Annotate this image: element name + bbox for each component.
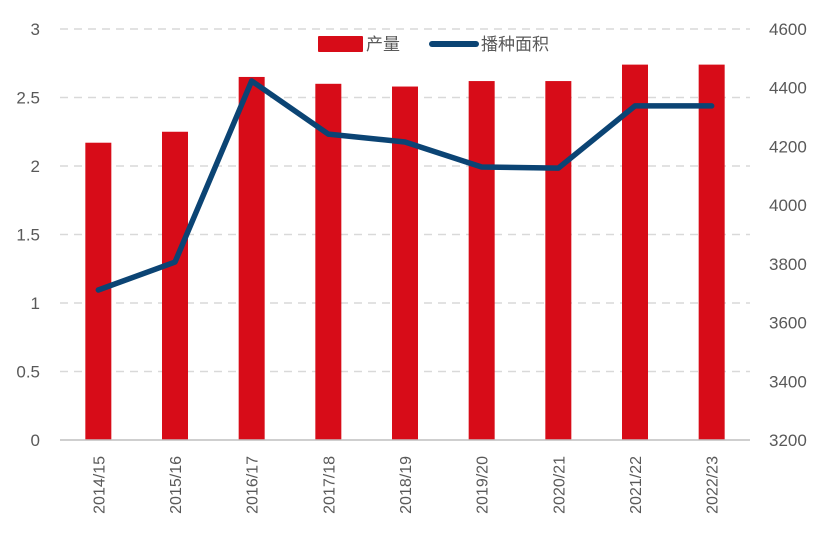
right-tick-label: 4600	[769, 20, 807, 39]
x-tick-label: 2017/18	[321, 456, 338, 514]
legend-label-planted-area: 播种面积	[481, 35, 549, 55]
bar	[238, 76, 265, 440]
bar	[468, 81, 495, 440]
left-tick-label: 0	[31, 431, 40, 450]
right-tick-label: 3400	[769, 372, 807, 391]
legend-label-production: 产量	[366, 35, 400, 55]
left-tick-label: 0.5	[16, 363, 40, 382]
line-series-planted-area	[95, 78, 715, 293]
bar	[622, 64, 648, 441]
legend-bar-swatch	[318, 36, 363, 52]
right-tick-label: 4000	[769, 196, 807, 215]
bar	[315, 83, 342, 441]
right-tick-label: 4200	[769, 137, 807, 156]
x-axis: 2014/15 2015/16 2016/17 2017/18 2018/19 2019/…	[91, 456, 721, 514]
right-y-axis: 3200 3400 3600 3800 4000 4200 4400 4600	[769, 20, 807, 450]
bar	[162, 131, 188, 440]
right-tick-label: 4400	[769, 79, 807, 98]
left-tick-label: 2	[31, 157, 40, 176]
x-tick-label: 2016/17	[245, 456, 262, 514]
left-tick-label: 3	[31, 20, 40, 39]
x-tick-label: 2015/16	[168, 456, 185, 514]
line-path	[95, 78, 715, 293]
x-tick-label: 2014/15	[91, 456, 108, 514]
left-tick-label: 2.5	[16, 89, 40, 108]
left-tick-label: 1.5	[16, 226, 40, 245]
x-tick-label: 2020/21	[551, 456, 568, 514]
right-tick-label: 3600	[769, 314, 807, 333]
x-tick-label: 2021/22	[628, 456, 645, 514]
left-tick-label: 1	[31, 294, 40, 313]
bar	[698, 64, 725, 441]
x-tick-label: 2019/20	[475, 456, 492, 514]
left-y-axis: 0 0.5 1 1.5 2 2.5 3	[16, 20, 40, 450]
right-tick-label: 3200	[769, 431, 807, 450]
bar	[545, 81, 572, 440]
right-tick-label: 3800	[769, 255, 807, 274]
legend: 产量 播种面积	[318, 35, 549, 55]
x-tick-label: 2018/19	[398, 456, 415, 514]
x-tick-label: 2022/23	[705, 456, 722, 514]
bar-series-production	[85, 64, 725, 441]
